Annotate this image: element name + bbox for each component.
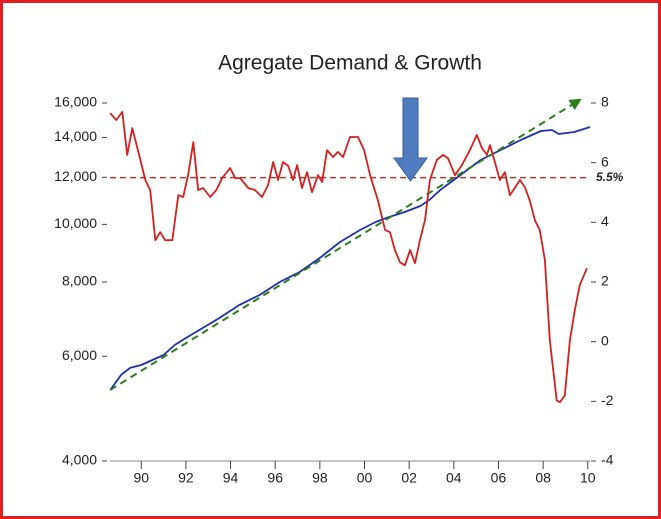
y2-tick-label: 4 [601, 213, 609, 229]
x-tick-label: 94 [223, 470, 239, 486]
y2-tick-label: -2 [601, 392, 614, 408]
x-tick-label: 04 [446, 470, 462, 486]
x-tick-label: 06 [491, 470, 507, 486]
y-tick-label: 14,000 [54, 128, 97, 144]
x-tick-label: 08 [535, 470, 551, 486]
y-tick-label: 10,000 [54, 215, 97, 231]
reference-label: 5.5% [596, 170, 624, 184]
y-tick-label: 4,000 [62, 452, 97, 468]
x-tick-label: 92 [178, 470, 194, 486]
pointer-arrow [393, 97, 428, 182]
y-tick-label: 6,000 [62, 347, 97, 363]
series-line [109, 126, 591, 391]
series-line [109, 98, 582, 391]
y-tick-label: 16,000 [54, 94, 97, 110]
y2-tick-label: 8 [601, 94, 609, 110]
y2-tick-label: 6 [601, 153, 609, 169]
x-tick-label: 10 [580, 470, 596, 486]
y-tick-label: 8,000 [62, 273, 97, 289]
y2-tick-label: 2 [601, 273, 609, 289]
x-tick-label: 98 [312, 470, 328, 486]
y-tick-label: 12,000 [54, 168, 97, 184]
x-tick-label: 96 [267, 470, 283, 486]
down-arrow [393, 97, 428, 182]
chart-title: Agregate Demand & Growth [218, 52, 482, 75]
x-tick-label: 90 [133, 470, 149, 486]
x-tick-label: 00 [357, 470, 373, 486]
y2-tick-label: -4 [601, 452, 614, 468]
series-line [109, 111, 588, 404]
y2-tick-label: 0 [601, 332, 609, 348]
x-tick-label: 02 [401, 470, 417, 486]
